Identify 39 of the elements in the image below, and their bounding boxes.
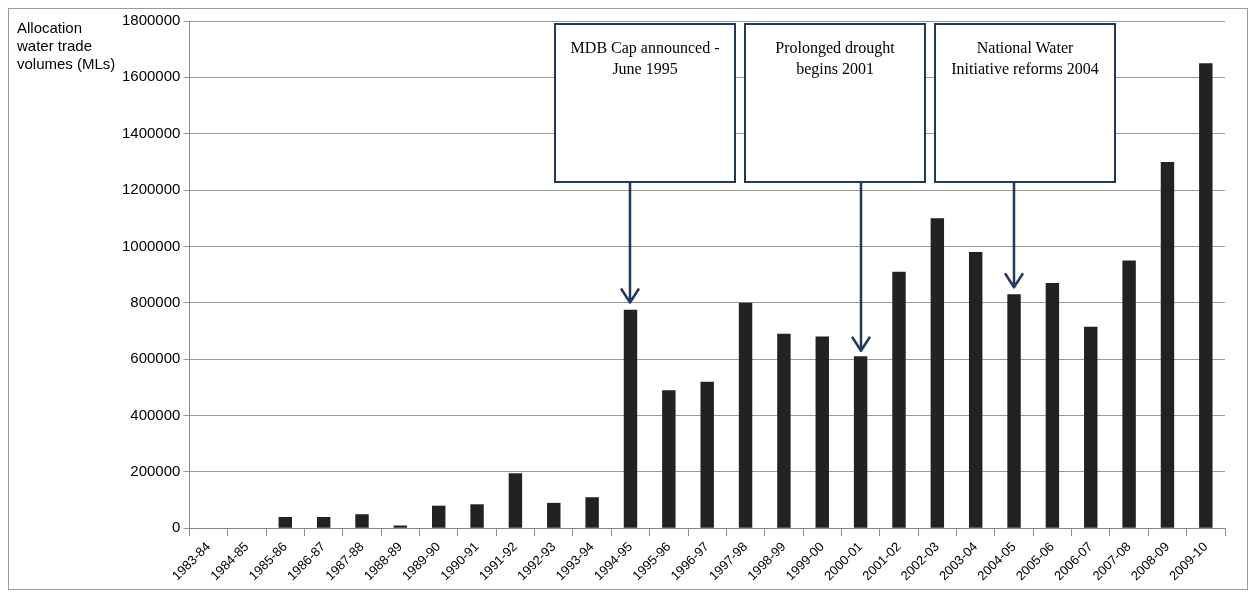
bar [316, 516, 331, 528]
y-tick-label: 1000000 [121, 236, 181, 254]
bar [777, 333, 791, 528]
bar [508, 473, 523, 528]
bar [1122, 260, 1136, 528]
bar [1045, 283, 1060, 528]
bar [278, 516, 292, 528]
callout-box: MDB Cap announced - June 1995 [554, 23, 737, 183]
y-tick-label: 800000 [130, 292, 181, 310]
bar [1199, 63, 1213, 528]
y-tick-label: 1400000 [121, 123, 181, 141]
bar [470, 504, 484, 528]
bar [432, 505, 446, 528]
bar [892, 271, 906, 528]
bar [930, 218, 945, 528]
bar [1160, 161, 1175, 528]
y-tick-label: 600000 [130, 349, 181, 367]
bar [585, 497, 599, 528]
y-tick-label: 1600000 [121, 67, 181, 85]
bar [547, 502, 561, 528]
bar [815, 336, 829, 528]
y-tick-label: 1200000 [121, 180, 181, 198]
bar [853, 356, 868, 528]
bar [662, 390, 676, 528]
callout-box: Prolonged drought begins 2001 [744, 23, 927, 183]
y-tick-label: 1800000 [121, 11, 181, 29]
callout-box: National Water Initiative reforms 2004 [934, 23, 1117, 183]
bar [968, 252, 983, 528]
bar [1084, 326, 1098, 528]
bar [623, 309, 638, 528]
y-tick-label: 400000 [130, 405, 181, 423]
y-tick-label: 200000 [130, 462, 181, 480]
y-tick-label: 0 [172, 518, 181, 536]
bar [738, 302, 753, 528]
bar [355, 514, 369, 528]
bar [1007, 294, 1021, 528]
y-axis-title: Allocation water trade volumes (MLs) [16, 18, 116, 72]
bar [393, 525, 408, 528]
bar [700, 381, 714, 528]
